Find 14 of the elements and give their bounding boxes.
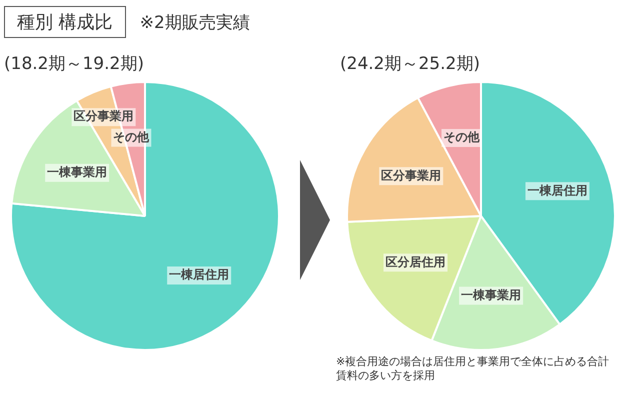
slice-label: 区分事業用 (74, 109, 134, 124)
text: ※複合用途の場合は居住用と事業用で全体に占める合計賃料の多い方を採用 (336, 355, 610, 383)
slice-label: 一棟事業用 (461, 288, 522, 302)
slice-label: 一棟居住用 (169, 268, 230, 282)
slice-label: 区分事業用 (381, 168, 442, 182)
chart-title: (18.2期～19.2期) (4, 53, 145, 75)
slice-label: その他 (113, 130, 150, 144)
slice-label: 区分居住用 (386, 254, 446, 269)
slice-label: 一棟居住用 (527, 183, 588, 198)
chart-title: (24.2期～25.2期) (340, 53, 481, 75)
text: 種別 構成比 (4, 6, 126, 38)
text: ※2期販売実績 (140, 12, 250, 34)
slice-label: 一棟事業用 (47, 165, 108, 180)
slice-label: その他 (443, 130, 480, 144)
